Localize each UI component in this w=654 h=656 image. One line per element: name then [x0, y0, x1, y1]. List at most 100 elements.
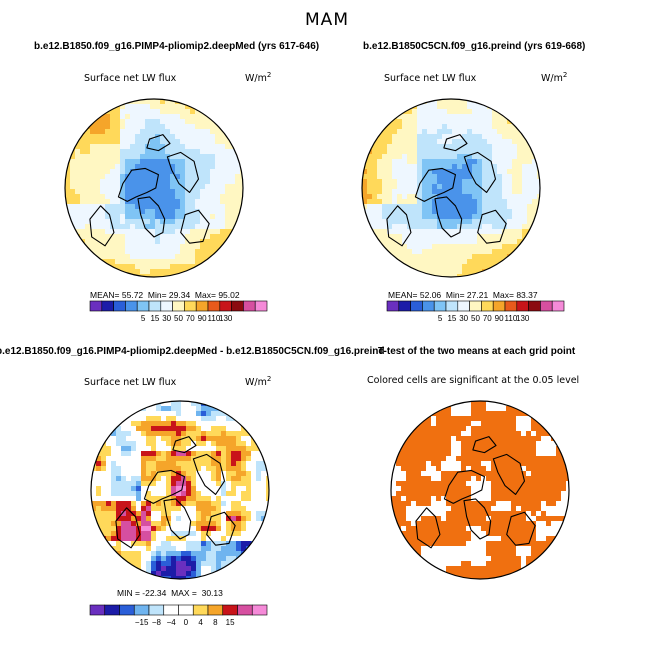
grid-cell [436, 531, 442, 537]
grid-cell [536, 526, 542, 532]
grid-cell [100, 254, 106, 260]
grid-cell [161, 406, 167, 412]
grid-cell [512, 219, 518, 225]
grid-cell [210, 124, 216, 130]
grid-cell [211, 556, 217, 562]
grid-cell [372, 164, 378, 170]
grid-cell [151, 526, 157, 532]
grid-cell [536, 491, 542, 497]
grid-cell [431, 561, 437, 567]
grid-cell [456, 516, 462, 522]
grid-cell [145, 154, 151, 160]
grid-cell [451, 456, 457, 462]
grid-cell [225, 174, 231, 180]
grid-cell [537, 174, 540, 180]
grid-cell [251, 531, 257, 537]
grid-cell [186, 536, 192, 542]
grid-cell [516, 566, 522, 572]
grid-cell [516, 561, 522, 567]
grid-cell [541, 431, 547, 437]
grid-cell [161, 501, 167, 507]
grid-cell [140, 119, 146, 125]
grid-cell [140, 114, 146, 120]
grid-cell [522, 229, 528, 235]
grid-cell [121, 461, 127, 467]
grid-cell [251, 461, 257, 467]
grid-cell [181, 531, 187, 537]
grid-cell [196, 401, 202, 407]
grid-cell [215, 129, 221, 135]
grid-cell [181, 431, 187, 437]
grid-cell [161, 511, 167, 517]
grid-cell [491, 411, 497, 417]
grid-cell [521, 411, 527, 417]
grid-cell [95, 234, 101, 240]
grid-cell [110, 179, 116, 185]
grid-cell [481, 481, 487, 487]
grid-cell [382, 129, 388, 135]
grid-cell [151, 411, 157, 417]
grid-cell [206, 551, 212, 557]
grid-cell [181, 576, 187, 579]
grid-cell [556, 481, 562, 487]
grid-cell [200, 164, 206, 170]
grid-cell [111, 506, 117, 512]
grid-cell [461, 516, 467, 522]
grid-cell [486, 411, 492, 417]
colorbar-swatch [207, 604, 224, 616]
grid-cell [70, 209, 76, 215]
grid-cell [451, 546, 457, 552]
grid-cell [477, 114, 483, 120]
grid-cell [466, 526, 472, 532]
grid-cell [521, 456, 527, 462]
grid-cell [377, 149, 383, 155]
grid-cell [210, 139, 216, 145]
grid-cell [441, 441, 447, 447]
grid-cell [541, 481, 547, 487]
grid-cell [447, 134, 453, 140]
grid-cell [235, 194, 241, 200]
grid-cell [241, 461, 247, 467]
grid-cell [452, 229, 458, 235]
grid-cell [551, 466, 557, 472]
grid-cell [511, 491, 517, 497]
grid-cell [481, 531, 487, 537]
grid-cell [497, 199, 503, 205]
grid-cell [392, 229, 398, 235]
grid-cell [447, 154, 453, 160]
panel4-subtitle: Colored cells are significant at the 0.0… [367, 375, 580, 386]
grid-cell [111, 456, 117, 462]
grid-cell [561, 506, 567, 512]
grid-cell [436, 501, 442, 507]
grid-cell [506, 541, 512, 547]
grid-cell [126, 541, 132, 547]
grid-cell [196, 511, 202, 517]
grid-cell [170, 189, 176, 195]
grid-cell [367, 174, 373, 180]
colorbar-swatch [104, 604, 120, 616]
grid-cell [161, 446, 167, 452]
grid-cell [421, 511, 427, 517]
grid-cell [496, 441, 502, 447]
grid-cell [387, 164, 393, 170]
grid-cell [165, 269, 171, 275]
grid-cell [261, 461, 267, 467]
grid-cell [176, 476, 182, 482]
grid-cell [471, 501, 477, 507]
grid-cell [266, 486, 269, 492]
grid-cell [225, 179, 231, 185]
grid-cell [417, 244, 423, 250]
grid-cell [451, 411, 457, 417]
grid-cell [447, 274, 453, 277]
grid-cell [536, 516, 542, 522]
grid-cell [466, 411, 472, 417]
grid-cell [471, 416, 477, 422]
grid-cell [121, 536, 127, 542]
grid-cell [150, 199, 156, 205]
grid-cell [546, 476, 552, 482]
grid-cell [526, 421, 532, 427]
grid-cell [111, 476, 117, 482]
grid-cell [456, 571, 462, 577]
grid-cell [160, 269, 166, 275]
grid-cell [160, 219, 166, 225]
